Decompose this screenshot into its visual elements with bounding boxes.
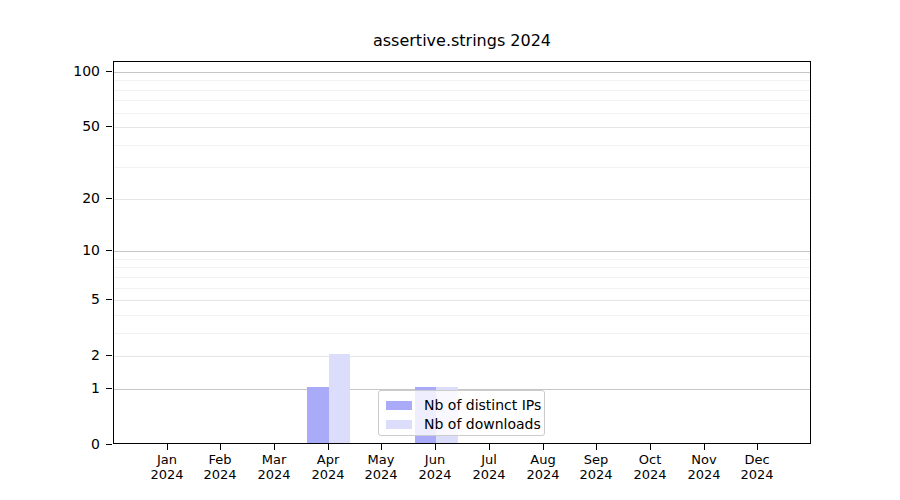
gridline-major bbox=[114, 251, 810, 252]
y-tick-label: 50 bbox=[56, 118, 100, 134]
legend-item-distinct-ips: Nb of distinct IPs bbox=[386, 397, 536, 414]
y-tick-label: 100 bbox=[56, 63, 100, 79]
gridline-minor bbox=[114, 267, 810, 268]
bar-distinct-ips-apr bbox=[307, 387, 329, 443]
legend-swatch-downloads-icon bbox=[386, 420, 412, 429]
gridline-minor bbox=[114, 315, 810, 316]
y-tick-label: 5 bbox=[56, 291, 100, 307]
x-tick-mark bbox=[435, 444, 436, 450]
legend-swatch-distinct-ips-icon bbox=[386, 401, 412, 410]
x-tick-mark bbox=[596, 444, 597, 450]
y-tick-mark bbox=[106, 388, 112, 389]
x-tick-mark bbox=[220, 444, 221, 450]
x-tick-label: Dec2024 bbox=[725, 452, 789, 482]
y-tick-mark bbox=[106, 126, 112, 127]
plot-area bbox=[113, 61, 811, 444]
y-tick-mark bbox=[106, 198, 112, 199]
gridline-major bbox=[114, 356, 810, 357]
y-tick-mark bbox=[106, 299, 112, 300]
x-tick-mark bbox=[274, 444, 275, 450]
bar-downloads-apr bbox=[329, 354, 351, 443]
x-tick-mark bbox=[328, 444, 329, 450]
y-tick-label: 20 bbox=[56, 190, 100, 206]
gridline-minor bbox=[114, 80, 810, 81]
x-tick-mark bbox=[489, 444, 490, 450]
chart-title: assertive.strings 2024 bbox=[113, 31, 811, 51]
x-tick-mark bbox=[757, 444, 758, 450]
y-tick-mark bbox=[106, 71, 112, 72]
gridline-minor bbox=[114, 100, 810, 101]
x-tick-mark bbox=[704, 444, 705, 450]
gridline-minor bbox=[114, 333, 810, 334]
y-tick-mark bbox=[106, 250, 112, 251]
download-stats-chart: assertive.strings 2024 0125102050100Jan2… bbox=[0, 0, 900, 500]
x-tick-mark bbox=[543, 444, 544, 450]
y-tick-label: 2 bbox=[56, 347, 100, 363]
x-tick-mark bbox=[650, 444, 651, 450]
gridline-minor bbox=[114, 113, 810, 114]
y-tick-label: 0 bbox=[56, 436, 100, 452]
gridline-minor bbox=[114, 288, 810, 289]
gridline-minor bbox=[114, 90, 810, 91]
legend-item-downloads: Nb of downloads bbox=[386, 416, 536, 433]
legend: Nb of distinct IPs Nb of downloads bbox=[378, 390, 545, 436]
gridline-major bbox=[114, 300, 810, 301]
legend-label-distinct-ips: Nb of distinct IPs bbox=[424, 397, 541, 414]
gridline-major bbox=[114, 72, 810, 73]
gridline-minor bbox=[114, 167, 810, 168]
gridline-major bbox=[114, 199, 810, 200]
gridline-minor bbox=[114, 145, 810, 146]
y-tick-label: 10 bbox=[56, 242, 100, 258]
y-tick-mark bbox=[106, 355, 112, 356]
x-tick-mark bbox=[381, 444, 382, 450]
y-tick-label: 1 bbox=[56, 380, 100, 396]
legend-label-downloads: Nb of downloads bbox=[424, 416, 541, 433]
gridline-major bbox=[114, 127, 810, 128]
gridline-minor bbox=[114, 277, 810, 278]
x-tick-mark bbox=[167, 444, 168, 450]
gridline-minor bbox=[114, 259, 810, 260]
y-tick-mark bbox=[106, 444, 112, 445]
